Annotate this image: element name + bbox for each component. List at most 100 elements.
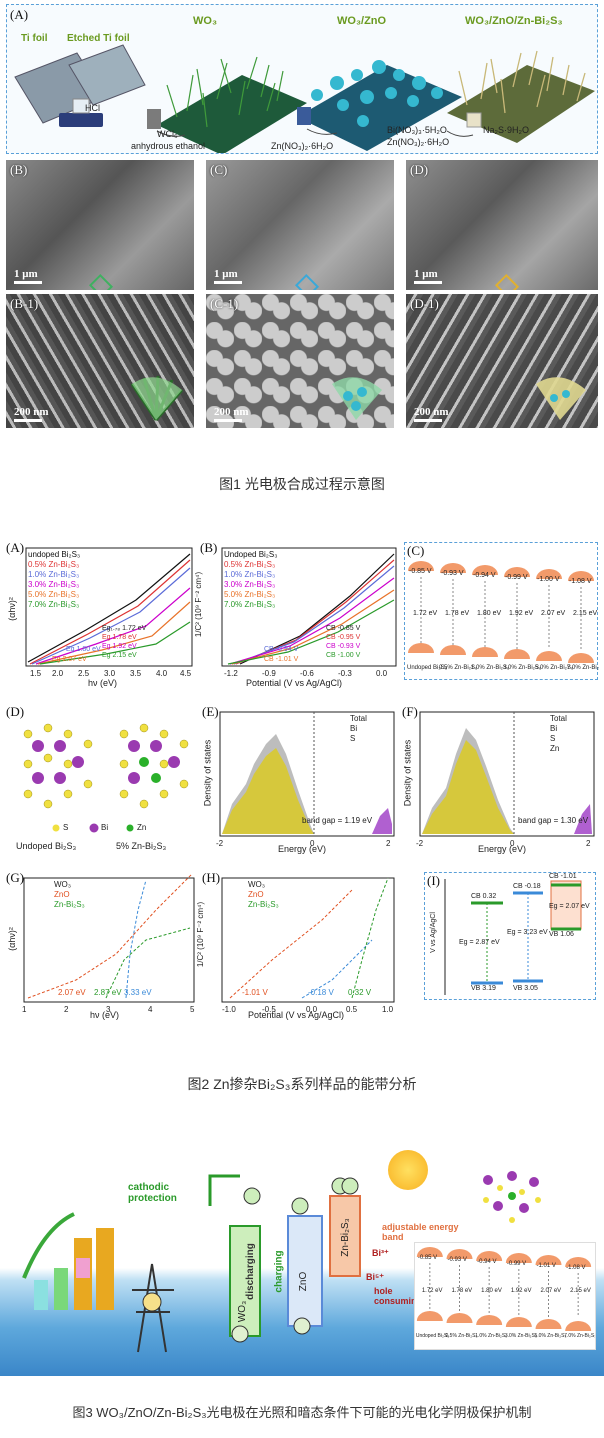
cb-band [476,1251,503,1261]
panel-label-2d: (D) [6,704,25,719]
label-bi5: Bi⁵⁺ [366,1272,384,1282]
cb-band [416,1247,443,1257]
vb-band [568,653,594,663]
sample-label: 1.0% Zn-Bi₂S₃ [475,1333,507,1339]
i-zno-eg: Eg = 3.23 eV [507,929,548,936]
sem-label-d: (D) [410,162,429,177]
svg-text:4.5: 4.5 [180,669,192,678]
svg-text:0.0: 0.0 [376,669,388,678]
flatband-b-5: CB -0.94 V [264,646,299,653]
svg-text:2: 2 [386,839,391,848]
autoclave-2 [297,107,311,125]
zoom-marker-d [494,273,520,290]
gap-value-label: 1.78 eV [445,610,469,617]
i-znbis-vb: VB 1.06 [549,931,574,938]
zoom-marker-c [294,273,320,290]
g-value-2: 2.87 eV [94,988,122,997]
vb-band [416,1311,443,1321]
panel-label-a: (A) [10,7,29,22]
svg-text:-0.6: -0.6 [300,669,314,678]
ylabel-g: (αhν)² [6,927,17,951]
curve-7.0 [39,621,191,665]
label-charging: charging [273,1250,285,1293]
cb-value-label: -1.01 V [537,1263,556,1269]
sample-label: Undoped Bi₂S₃ [416,1333,449,1339]
gap-value-label: 2.07 eV [541,610,565,617]
h-value-1: -1.01 V [242,988,268,997]
sem-label-c1: (C-1) [210,296,239,311]
svg-text:-0.9: -0.9 [262,669,276,678]
figure-1-caption: 图1 光电极合成过程示意图 [219,476,385,492]
sample-label: 0.5% Zn-Bi₂S₃ [439,665,478,671]
sem-label-b: (B) [10,162,28,177]
panel-label-2a: (A) [6,540,25,555]
final-fan-icon [536,377,586,420]
bis-coated-wires [458,50,586,114]
cb-value-label: -1.00 V [537,576,560,583]
sample-label: 7.0% Zn-Bi₂S₃ [564,1333,595,1339]
svg-text:2.0: 2.0 [52,669,64,678]
legend-d-s: S [63,823,69,832]
ylabel-e: Density of states [202,739,213,807]
sample-label: 3.0% Zn-Bi₂S₃ [505,1333,537,1339]
svg-text:3.0: 3.0 [104,669,116,678]
figure-3-caption: 图3 WO₃/ZnO/Zn-Bi₂S₃光电极在光照和暗态条件下可能的光电化学阴极… [72,1405,532,1420]
legend-b: Undoped Bi₂S₃ 0.5% Zn-Bi₂S₃ 1.0% Zn-Bi₂S… [224,550,278,609]
arrow-1 [156,130,186,137]
legend-f: Total Bi S Zn [550,714,567,753]
sem-label-c: (C) [210,162,228,177]
sample-label: Undoped Bi₂S₃ [407,665,448,671]
figure-2-caption: 图2 Zn掺杂Bi₂S₃系列样品的能带分析 [187,1076,417,1092]
svg-text:0: 0 [310,839,315,848]
panel-label-2e: (E) [202,704,219,719]
fig2-panel-g: (G) 1 2 3 4 5 WO₃ ZnO Zn-Bi₂S₃ 2.07 eV 2.87 eV… [6,870,198,1020]
scale-b1: 200 nm [14,406,49,418]
hotplate [59,113,103,127]
fig3-mechanism-scene: cathodic protection discharging charging… [0,1136,604,1376]
reagent-bi-nitrate: Bi(NO₃)₃·5H₂O [387,125,447,135]
xlabel-h: Potential (V vs Ag/AgCl) [248,1010,345,1020]
label-adjustable-band: adjustable energy band [382,1222,459,1242]
panel-label-2b: (B) [200,540,218,555]
fig2-panel-b: (B) -1.2 -0.9 -0.6 -0.3 0.0 Undoped Bi₂S₃ 0.… [194,540,400,690]
i-wo3-eg: Eg = 2.87 eV [459,939,500,946]
svg-text:1: 1 [22,1005,27,1014]
reagent-zn-nitrate: Zn(NO₃)₂·6H₂O [271,141,334,151]
i-wo3-cb: CB 0.32 [471,893,497,900]
wo3-nanowires [166,56,284,128]
label-cathodic-protection: cathodic protection [128,1182,177,1204]
sample-label: 3.0% Zn-Bi₂S₃ [503,665,542,671]
panel-label-2f: (F) [402,704,418,719]
tower-icon [132,1263,174,1353]
arrow-2 [306,128,338,135]
zoom-marker-b [88,273,114,290]
cb-band [504,567,530,577]
beaker-2 [466,112,482,128]
fig1-scheme-panel: (A) [6,4,598,154]
crystal-inset [483,1171,541,1223]
i-zno-vb: VB 3.05 [513,985,538,992]
stage-final: WO₃/ZnO/Zn-Bi₂S₃ [465,15,563,27]
legend-a: undoped Bi₂S₃ 0.5% Zn-Bi₂S₃ 1.0% Zn-Bi₂S… [28,550,81,609]
legend-h: WO₃ ZnO Zn-Bi₂S₃ [248,880,279,909]
scale-c: 1 μm [214,268,238,280]
etched-ti-sheet [68,44,146,106]
panel-label-2g: (G) [6,870,25,885]
gap-value-label: 1.80 eV [477,610,501,617]
stage-wo3-zno: WO₃/ZnO [337,15,387,27]
crystal-structures [23,723,189,833]
reagent-hcl: HCl [85,103,100,113]
sem-image-c: (C) 1 μm [206,160,394,290]
cb-band [440,563,466,573]
svg-text:5: 5 [190,1005,195,1014]
svg-text:-0.3: -0.3 [338,669,352,678]
panel-label-2c: (C) [407,543,425,558]
caption-d-doped: 5% Zn-Bi₂S₃ [116,841,167,851]
ylabel-i: V vs Ag/AgCl [429,912,437,953]
curve-5.0 [37,601,191,665]
vb-band [440,645,466,655]
label-wo3: WO₃ [237,1300,249,1323]
vb-band [446,1313,473,1323]
cb-band [408,561,434,571]
wo3-substrate [157,75,307,153]
